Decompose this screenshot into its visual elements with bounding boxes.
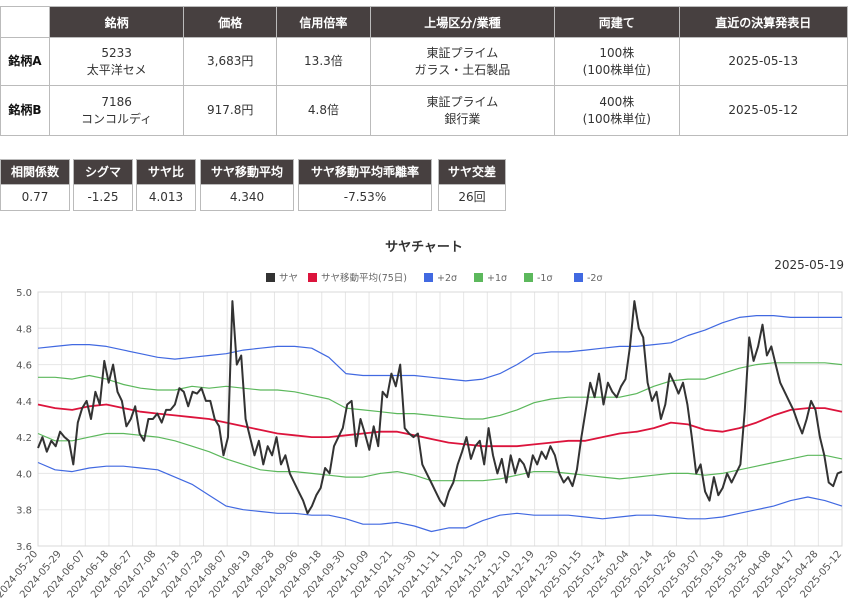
pair-info-table: 銘柄 価格 信用倍率 上場区分/業種 両建て 直近の決算発表日 銘柄A 5233… (0, 6, 848, 136)
y-tick-label: 4.6 (16, 361, 32, 372)
hedge-cell: 100株 (100株単位) (554, 37, 680, 86)
stat-spread-ratio: サヤ比 4.013 (136, 159, 196, 211)
legend-item[interactable]: -2σ (574, 273, 603, 284)
margin-ratio-cell: 4.8倍 (276, 85, 371, 136)
legend-label: -1σ (537, 273, 553, 284)
legend-label: サヤ移動平均(75日) (321, 272, 407, 284)
y-tick-label: 4.0 (16, 469, 32, 480)
chart-date: 2025-05-19 (774, 258, 844, 272)
legend-swatch (424, 273, 433, 282)
stat-value: -7.53% (298, 185, 432, 211)
legend-item[interactable]: +2σ (424, 273, 457, 284)
stat-spread-cross: サヤ交差 26回 (438, 159, 506, 211)
legend-label: サヤ (279, 273, 298, 284)
legend-label: +1σ (487, 273, 507, 284)
table-row: 銘柄A 5233 太平洋セメ 3,683円 13.3倍 東証プライム ガラス・土石製… (0, 37, 848, 86)
y-tick-label: 5.0 (16, 288, 32, 299)
stat-sigma: シグマ -1.25 (73, 159, 133, 211)
series-line-3 (38, 362, 843, 420)
row-label: 銘柄B (0, 85, 50, 136)
stat-label: サヤ移動平均乖離率 (298, 159, 432, 185)
sector: ガラス・土石製品 (414, 62, 511, 77)
stat-value: 0.77 (0, 185, 70, 211)
legend-item[interactable]: サヤ (266, 273, 298, 284)
stat-label: 相関係数 (0, 159, 70, 185)
header-margin-ratio: 信用倍率 (276, 6, 371, 38)
stat-value: 4.340 (200, 185, 294, 211)
market-sector-cell: 東証プライム ガラス・土石製品 (369, 37, 556, 86)
lots-unit: (100株単位) (582, 62, 651, 77)
legend-swatch (574, 273, 583, 282)
stock-cell[interactable]: 7186 コンコルディ (48, 85, 185, 136)
stock-code: 5233 (101, 45, 132, 60)
chart-grid (37, 291, 843, 547)
earnings-date-cell: 2025-05-12 (678, 85, 848, 136)
header-hedge: 両建て (554, 6, 680, 38)
header-earnings-date: 直近の決算発表日 (678, 6, 848, 38)
legend-item[interactable]: +1σ (474, 273, 507, 284)
earnings-date-cell: 2025-05-13 (678, 37, 848, 86)
series-line-0 (37, 300, 843, 515)
stat-value: 4.013 (136, 185, 196, 211)
stat-label: シグマ (73, 159, 133, 185)
header-stock: 銘柄 (48, 6, 185, 38)
lots-unit: (100株単位) (582, 111, 651, 126)
stat-label: サヤ交差 (438, 159, 506, 185)
stat-label: サヤ比 (136, 159, 196, 185)
series-line-1 (37, 403, 843, 448)
header-market-sector: 上場区分/業種 (369, 6, 556, 38)
price-cell: 3,683円 (183, 37, 278, 86)
legend-item[interactable]: サヤ移動平均(75日) (308, 272, 407, 284)
legend-swatch (266, 273, 275, 282)
sector: 銀行業 (444, 111, 481, 126)
chart-series (37, 300, 843, 533)
market: 東証プライム (426, 94, 499, 109)
legend-swatch (524, 273, 533, 282)
series-line-4 (37, 432, 843, 482)
header-blank (0, 6, 50, 38)
table-row: 銘柄B 7186 コンコルディ 917.8円 4.8倍 東証プライム 銀行業 400… (0, 85, 848, 136)
series-line-2 (37, 314, 842, 382)
spread-chart: サヤチャート 2025-05-19 サヤ サヤ移動平均(75日) +2σ +1σ -1σ… (0, 240, 844, 601)
stat-correlation: 相関係数 0.77 (0, 159, 70, 211)
lots: 400株 (599, 94, 635, 109)
price-cell: 917.8円 (183, 85, 278, 136)
legend-label: -2σ (587, 273, 603, 284)
stat-label: サヤ移動平均 (200, 159, 294, 185)
chart-title: サヤチャート (385, 240, 463, 255)
market-sector-cell: 東証プライム 銀行業 (369, 85, 556, 136)
y-axis: 5.0 4.8 4.6 4.4 4.2 4.0 3.8 3.6 (16, 288, 32, 553)
x-axis: 2024-05-202024-05-292024-06-072024-06-18… (0, 549, 844, 601)
legend-label: +2σ (437, 273, 457, 284)
stock-name[interactable]: コンコルディ (81, 111, 153, 126)
stat-spread-ma-deviation: サヤ移動平均乖離率 -7.53% (298, 159, 432, 211)
y-tick-label: 3.6 (16, 542, 32, 553)
stat-value: 26回 (438, 185, 506, 211)
y-tick-label: 4.4 (16, 397, 32, 408)
lots: 100株 (599, 45, 635, 60)
stock-cell[interactable]: 5233 太平洋セメ (48, 37, 185, 86)
y-tick-label: 3.8 (16, 506, 32, 517)
plot-area-border (37, 291, 843, 547)
stat-value: -1.25 (73, 185, 133, 211)
header-price: 価格 (183, 6, 278, 38)
stock-code: 7186 (101, 94, 132, 109)
legend-item[interactable]: -1σ (524, 273, 553, 284)
chart-legend[interactable]: サヤ サヤ移動平均(75日) +2σ +1σ -1σ -2σ (266, 272, 603, 284)
row-label: 銘柄A (0, 37, 50, 86)
hedge-cell: 400株 (100株単位) (554, 85, 680, 136)
legend-swatch (474, 273, 483, 282)
stat-spread-ma: サヤ移動平均 4.340 (200, 159, 294, 211)
legend-swatch (308, 273, 317, 282)
market: 東証プライム (426, 45, 499, 60)
y-tick-label: 4.8 (16, 324, 32, 335)
y-tick-label: 4.2 (16, 433, 32, 444)
stock-name[interactable]: 太平洋セメ (86, 62, 147, 77)
series-line-5 (37, 461, 843, 533)
margin-ratio-cell: 13.3倍 (276, 37, 371, 86)
